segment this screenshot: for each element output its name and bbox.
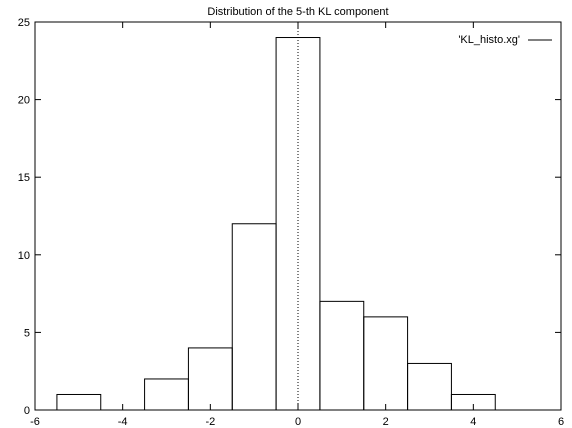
x-axis-ticks: -6 -4 -2 0 2 4 6 (30, 22, 564, 428)
histogram-bar (231, 223, 277, 411)
plot-frame (34, 21, 562, 411)
x-tick-label: -4 (118, 416, 128, 428)
chart-title: Distribution of the 5-th KL component (207, 6, 388, 18)
y-tick-label: 25 (18, 17, 30, 29)
y-tick-label: 20 (18, 95, 30, 107)
histogram-bar (363, 316, 409, 411)
bars-layer (56, 37, 496, 411)
x-tick-label: 0 (295, 416, 301, 428)
legend-label: 'KL_histo.xg' (458, 34, 520, 46)
x-tick-label: -2 (205, 416, 215, 428)
histogram-bar (187, 347, 233, 411)
y-tick-label: 10 (18, 250, 30, 262)
x-tick-label: -6 (30, 416, 40, 428)
histogram-bar (319, 300, 365, 411)
x-tick-label: 6 (558, 416, 564, 428)
y-axis-ticks: 0 5 10 15 20 25 (18, 17, 561, 417)
x-tick-label: 4 (470, 416, 476, 428)
x-tick-label: 2 (383, 416, 389, 428)
histogram-bar (56, 393, 102, 411)
histogram-bar (144, 378, 189, 411)
y-tick-label: 15 (18, 172, 30, 184)
legend: 'KL_histo.xg' (458, 34, 552, 46)
y-tick-label: 5 (24, 327, 30, 339)
y-tick-label: 0 (24, 405, 30, 417)
histogram-bar (407, 362, 452, 411)
